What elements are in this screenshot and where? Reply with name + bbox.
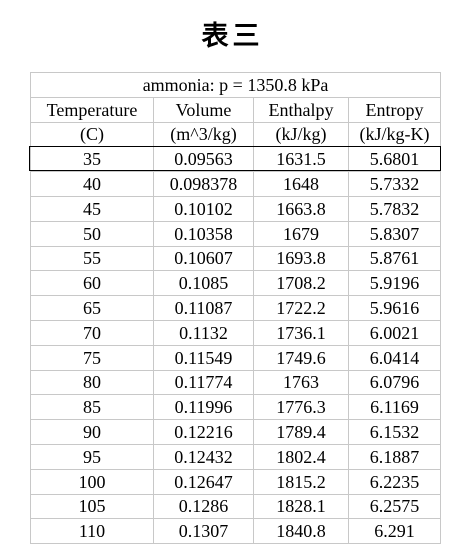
- table-cell: 1663.8: [253, 195, 349, 222]
- table-cell: 75: [30, 344, 154, 371]
- table-cell: 0.098378: [153, 171, 254, 197]
- table-cell: 100: [30, 468, 154, 495]
- table-cell: 0.09563: [153, 146, 254, 173]
- column-header: Entropy: [347, 96, 442, 123]
- data-row: 90 0.12216 1789.4 6.1532: [30, 419, 442, 445]
- data-row: 45 0.10102 1663.8 5.7832: [30, 195, 442, 222]
- data-row: 85 0.11996 1776.3 6.1169: [30, 394, 442, 421]
- table-cell: 6.2235: [347, 468, 442, 495]
- table-cell: 0.11549: [153, 344, 254, 371]
- data-row: 60 0.1085 1708.2 5.9196: [30, 270, 442, 297]
- table-cell: 35: [30, 146, 154, 173]
- data-row: 65 0.11087 1722.2 5.9616: [30, 295, 442, 321]
- table-cell: 1802.4: [253, 443, 349, 470]
- data-row: 110 0.1307 1840.8 6.291: [30, 518, 442, 545]
- table-cell: 80: [30, 369, 154, 396]
- table-cell: 0.11087: [153, 295, 254, 321]
- header-row: Temperature Volume Enthalpy Entropy: [30, 96, 442, 123]
- table-cell: 1840.8: [253, 518, 349, 545]
- table-cell: 1722.2: [253, 295, 349, 321]
- table-cell: 5.8761: [347, 245, 442, 272]
- data-row: 70 0.1132 1736.1 6.0021: [30, 319, 442, 346]
- table-cell: 1828.1: [253, 493, 349, 520]
- table-cell: 0.1307: [153, 518, 254, 545]
- table-cell: 5.7832: [347, 195, 442, 222]
- data-table: ammonia: p = 1350.8 kPa Temperature Volume…: [29, 72, 442, 545]
- table-cell: 0.10607: [153, 245, 254, 272]
- table-cell: 0.1132: [153, 319, 254, 346]
- data-row: 75 0.11549 1749.6 6.0414: [30, 344, 442, 371]
- table-cell: 1693.8: [253, 245, 349, 272]
- table-cell: 0.12432: [153, 443, 254, 470]
- table-cell: 5.9196: [347, 270, 442, 297]
- column-unit: (m^3/kg): [153, 121, 254, 148]
- table-cell: 1631.5: [253, 146, 349, 173]
- table-cell: 0.11774: [153, 369, 254, 396]
- table-cell: 95: [30, 443, 154, 470]
- column-unit: (kJ/kg): [253, 121, 349, 148]
- column-header: Temperature: [30, 96, 154, 123]
- table-cell: 60: [30, 270, 154, 297]
- table-cell: 70: [30, 319, 154, 346]
- table-cell: 1789.4: [253, 419, 349, 445]
- table-cell: 1815.2: [253, 468, 349, 495]
- table-cell: 5.6801: [347, 146, 442, 173]
- table-cell: 0.12647: [153, 468, 254, 495]
- table-cell: 0.10102: [153, 195, 254, 222]
- column-unit: (kJ/kg-K): [347, 121, 442, 148]
- table-cell: 6.291: [347, 518, 442, 545]
- table-cell: 55: [30, 245, 154, 272]
- data-row: 40 0.098378 1648 5.7332: [30, 171, 442, 197]
- table-cell: 1679: [253, 220, 349, 247]
- column-header: Enthalpy: [253, 96, 349, 123]
- table-cell: 6.1169: [347, 394, 442, 421]
- table-cell: 0.1085: [153, 270, 254, 297]
- table-cell: 65: [30, 295, 154, 321]
- table-cell: 6.0796: [347, 369, 442, 396]
- table-cell: 6.0414: [347, 344, 442, 371]
- table-cell: 6.2575: [347, 493, 442, 520]
- table-cell: 0.11996: [153, 394, 254, 421]
- column-unit: (C): [30, 121, 154, 148]
- table-cell: 85: [30, 394, 154, 421]
- table-cell: 5.9616: [347, 295, 442, 321]
- table-cell: 6.0021: [347, 319, 442, 346]
- table-cell: 45: [30, 195, 154, 222]
- column-header: Volume: [153, 96, 254, 123]
- table-cell: 0.12216: [153, 419, 254, 445]
- data-row: 55 0.10607 1693.8 5.8761: [30, 245, 442, 272]
- table-cell: 1648: [253, 171, 349, 197]
- table-cell: 1736.1: [253, 319, 349, 346]
- data-row: 50 0.10358 1679 5.8307: [30, 220, 442, 247]
- table-cell: 50: [30, 220, 154, 247]
- caption-row: ammonia: p = 1350.8 kPa: [29, 72, 442, 98]
- table-cell: 6.1887: [347, 443, 442, 470]
- table-cell: 1749.6: [253, 344, 349, 371]
- table-cell: 0.10358: [153, 220, 254, 247]
- table-cell: 1763: [253, 369, 349, 396]
- table-cell: 105: [30, 493, 154, 520]
- title: 表三: [201, 21, 264, 52]
- data-row: 35 0.09563 1631.5 5.6801: [30, 146, 442, 173]
- table-cell: 40: [30, 171, 154, 197]
- table-cell: 1708.2: [253, 270, 349, 297]
- units-row: (C) (m^3/kg) (kJ/kg) (kJ/kg-K): [30, 121, 442, 148]
- data-row: 80 0.11774 1763 6.0796: [30, 369, 442, 396]
- table-cell: 1776.3: [253, 394, 349, 421]
- table-caption: ammonia: p = 1350.8 kPa: [29, 72, 442, 98]
- table-cell: 90: [30, 419, 154, 445]
- data-row: 95 0.12432 1802.4 6.1887: [30, 443, 442, 470]
- table-cell: 6.1532: [347, 419, 442, 445]
- table-cell: 5.7332: [347, 171, 442, 197]
- data-row: 105 0.1286 1828.1 6.2575: [30, 493, 442, 520]
- table-cell: 110: [30, 518, 154, 545]
- table-cell: 0.1286: [153, 493, 254, 520]
- table-cell: 5.8307: [347, 220, 442, 247]
- data-row: 100 0.12647 1815.2 6.2235: [30, 468, 442, 495]
